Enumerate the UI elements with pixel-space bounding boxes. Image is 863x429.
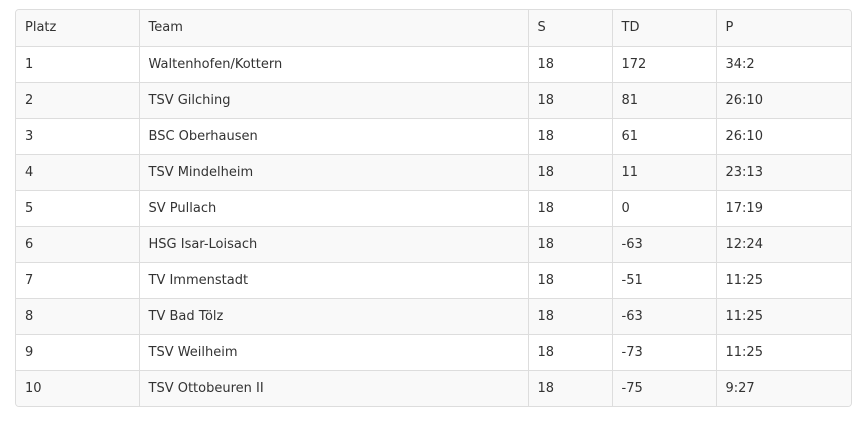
table-cell: TSV Gilching [138, 81, 528, 118]
table-cell: BSC Oberhausen [138, 117, 528, 154]
table-cell: 9 [16, 333, 139, 370]
table-cell: TSV Ottobeuren II [138, 369, 528, 406]
table-cell: 18 [527, 261, 612, 298]
table-body: 1 Waltenhofen/Kottern 18 172 34:2 2 TSV Gilchi… [16, 45, 851, 406]
table-cell: SV Pullach [138, 189, 528, 226]
table-cell: 81 [611, 81, 716, 118]
table-cell: TV Bad Tölz [138, 297, 528, 334]
table-cell: -75 [611, 369, 716, 406]
table-cell: HSG Isar-Loisach [138, 225, 528, 262]
table-row: 4 TSV Mindelheim 18 11 23:13 [16, 153, 851, 190]
table-row: 6 HSG Isar-Loisach 18 -63 12:24 [16, 225, 851, 262]
table-cell: 172 [611, 45, 716, 82]
table-cell: 5 [16, 189, 139, 226]
header-cell: TD [611, 10, 716, 46]
table-cell: 23:13 [715, 153, 851, 190]
table-row: 10 TSV Ottobeuren II 18 -75 9:27 [16, 369, 851, 406]
table-cell: 0 [611, 189, 716, 226]
table-cell: 61 [611, 117, 716, 154]
table-row: 7 TV Immenstadt 18 -51 11:25 [16, 261, 851, 298]
table-cell: 18 [527, 333, 612, 370]
table-cell: 17:19 [715, 189, 851, 226]
table-cell: 11:25 [715, 333, 851, 370]
table-cell: 8 [16, 297, 139, 334]
standings-table: Platz Team S TD P 1 Waltenhofen/Kottern 18 172 3… [16, 10, 851, 406]
table-cell: 2 [16, 81, 139, 118]
header-cell: S [527, 10, 612, 46]
table-cell: -63 [611, 225, 716, 262]
table-row: 9 TSV Weilheim 18 -73 11:25 [16, 333, 851, 370]
table-row: 2 TSV Gilching 18 81 26:10 [16, 81, 851, 118]
table-cell: 18 [527, 225, 612, 262]
table-cell: TV Immenstadt [138, 261, 528, 298]
table-cell: 34:2 [715, 45, 851, 82]
table-cell: 26:10 [715, 81, 851, 118]
header-cell: P [715, 10, 851, 46]
table-cell: -51 [611, 261, 716, 298]
table-cell: 12:24 [715, 225, 851, 262]
header-cell: Team [138, 10, 528, 46]
table-cell: 18 [527, 153, 612, 190]
table-cell: 10 [16, 369, 139, 406]
table-cell: 18 [527, 81, 612, 118]
header-cell: Platz [25, 20, 57, 36]
table-container: Platz Team S TD P 1 Waltenhofen/Kottern 18 172 3… [15, 9, 852, 407]
table-cell: 18 [527, 117, 612, 154]
table-cell: 4 [16, 153, 139, 190]
table-cell: 11:25 [715, 297, 851, 334]
table-cell: 18 [527, 189, 612, 226]
table-row: 8 TV Bad Tölz 18 -63 11:25 [16, 297, 851, 334]
table-cell: 11:25 [715, 261, 851, 298]
table-row: 1 Waltenhofen/Kottern 18 172 34:2 [16, 45, 851, 82]
table-cell: 11 [611, 153, 716, 190]
table-cell: TSV Weilheim [138, 333, 528, 370]
table-cell: TSV Mindelheim [138, 153, 528, 190]
table-row: 5 SV Pullach 18 0 17:19 [16, 189, 851, 226]
table-cell: 18 [527, 297, 612, 334]
table-row: 3 BSC Oberhausen 18 61 26:10 [16, 117, 851, 154]
table-cell: 9:27 [715, 369, 851, 406]
table-cell: 6 [16, 225, 139, 262]
table-cell: 7 [16, 261, 139, 298]
table-cell: 26:10 [715, 117, 851, 154]
table-cell: Waltenhofen/Kottern [138, 45, 528, 82]
table-cell: 18 [527, 369, 612, 406]
header-row: Platz Team S TD P [16, 10, 851, 46]
table-cell: 1 [16, 45, 139, 82]
table-cell: 3 [16, 117, 139, 154]
table-cell: 18 [527, 45, 612, 82]
table-cell: -73 [611, 333, 716, 370]
table-cell: -63 [611, 297, 716, 334]
